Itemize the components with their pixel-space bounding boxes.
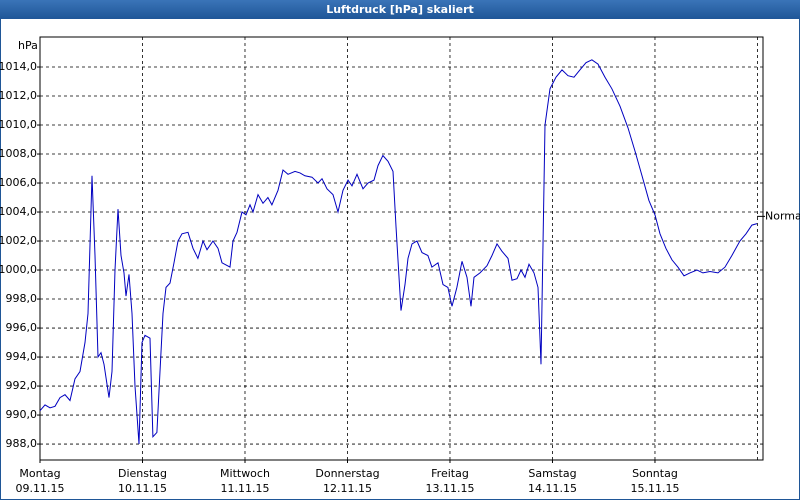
x-tick-label: Montag	[19, 467, 60, 480]
x-tick-label: Donnerstag	[315, 467, 379, 480]
y-tick-label: 1012,0	[0, 89, 37, 102]
x-tick-label: Dienstag	[118, 467, 167, 480]
x-tick-date: 15.11.15	[630, 482, 679, 495]
x-tick-date: 11.11.15	[220, 482, 269, 495]
x-tick-label: Sonntag	[632, 467, 678, 480]
y-tick-label: 1008,0	[0, 147, 37, 160]
y-tick-label: 1004,0	[0, 205, 37, 218]
x-tick-date: 12.11.15	[323, 482, 372, 495]
y-tick-label: 1000,0	[0, 263, 37, 276]
x-tick-label: Samstag	[528, 467, 576, 480]
x-tick-date: 14.11.15	[528, 482, 577, 495]
y-tick-label: 990,0	[6, 408, 38, 421]
y-tick-label: 1014,0	[0, 60, 37, 73]
y-tick-label: 994,0	[6, 350, 38, 363]
y-tick-label: 988,0	[6, 437, 38, 450]
chart-title: Luftdruck [hPa] skaliert	[326, 3, 474, 16]
plot-area	[39, 36, 764, 461]
y-tick-label: 992,0	[6, 379, 38, 392]
y-tick-label: 998,0	[6, 292, 38, 305]
x-tick-date: 13.11.15	[425, 482, 474, 495]
y-tick-label: 1006,0	[0, 176, 37, 189]
y-tick-label: 1002,0	[0, 234, 37, 247]
x-tick-date: 10.11.15	[118, 482, 167, 495]
x-tick-label: Mittwoch	[220, 467, 270, 480]
y-tick-label: 1010,0	[0, 118, 37, 131]
x-tick-date: 09.11.15	[16, 482, 65, 495]
y-unit: hPa	[18, 39, 38, 52]
annotation: Normal	[765, 209, 800, 222]
title-bar	[0, 0, 800, 19]
line	[39, 59, 758, 445]
y-tick-label: 996,0	[6, 321, 38, 334]
x-tick-label: Freitag	[431, 467, 469, 480]
